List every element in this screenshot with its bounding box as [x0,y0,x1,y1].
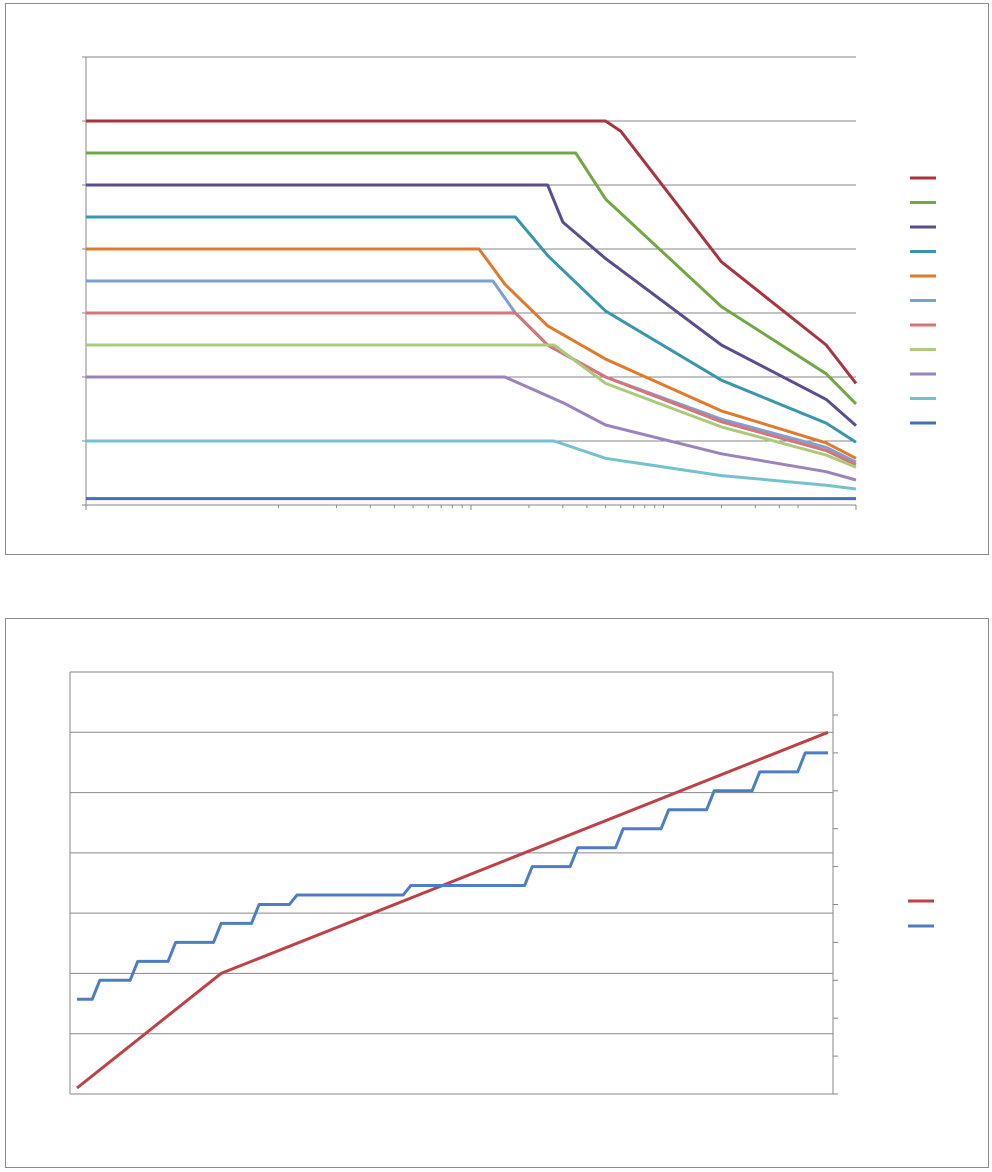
series-line-1 [86,119,858,385]
series-line-6 [86,279,857,464]
bottom-chart-panel [5,618,989,1168]
series-line-4 [86,215,857,444]
series-line-10 [86,439,857,491]
series-line-9 [86,375,857,482]
top-chart [82,56,936,510]
bottom-chart [69,671,934,1095]
series-line-2 [86,151,858,405]
series-line-5 [86,247,857,460]
series-line-3 [86,183,857,427]
series-line-8 [86,343,857,469]
series-line-1 [76,730,829,1090]
series-line-7 [86,311,857,467]
series-line-2 [77,751,828,1001]
top-chart-panel [5,3,989,555]
